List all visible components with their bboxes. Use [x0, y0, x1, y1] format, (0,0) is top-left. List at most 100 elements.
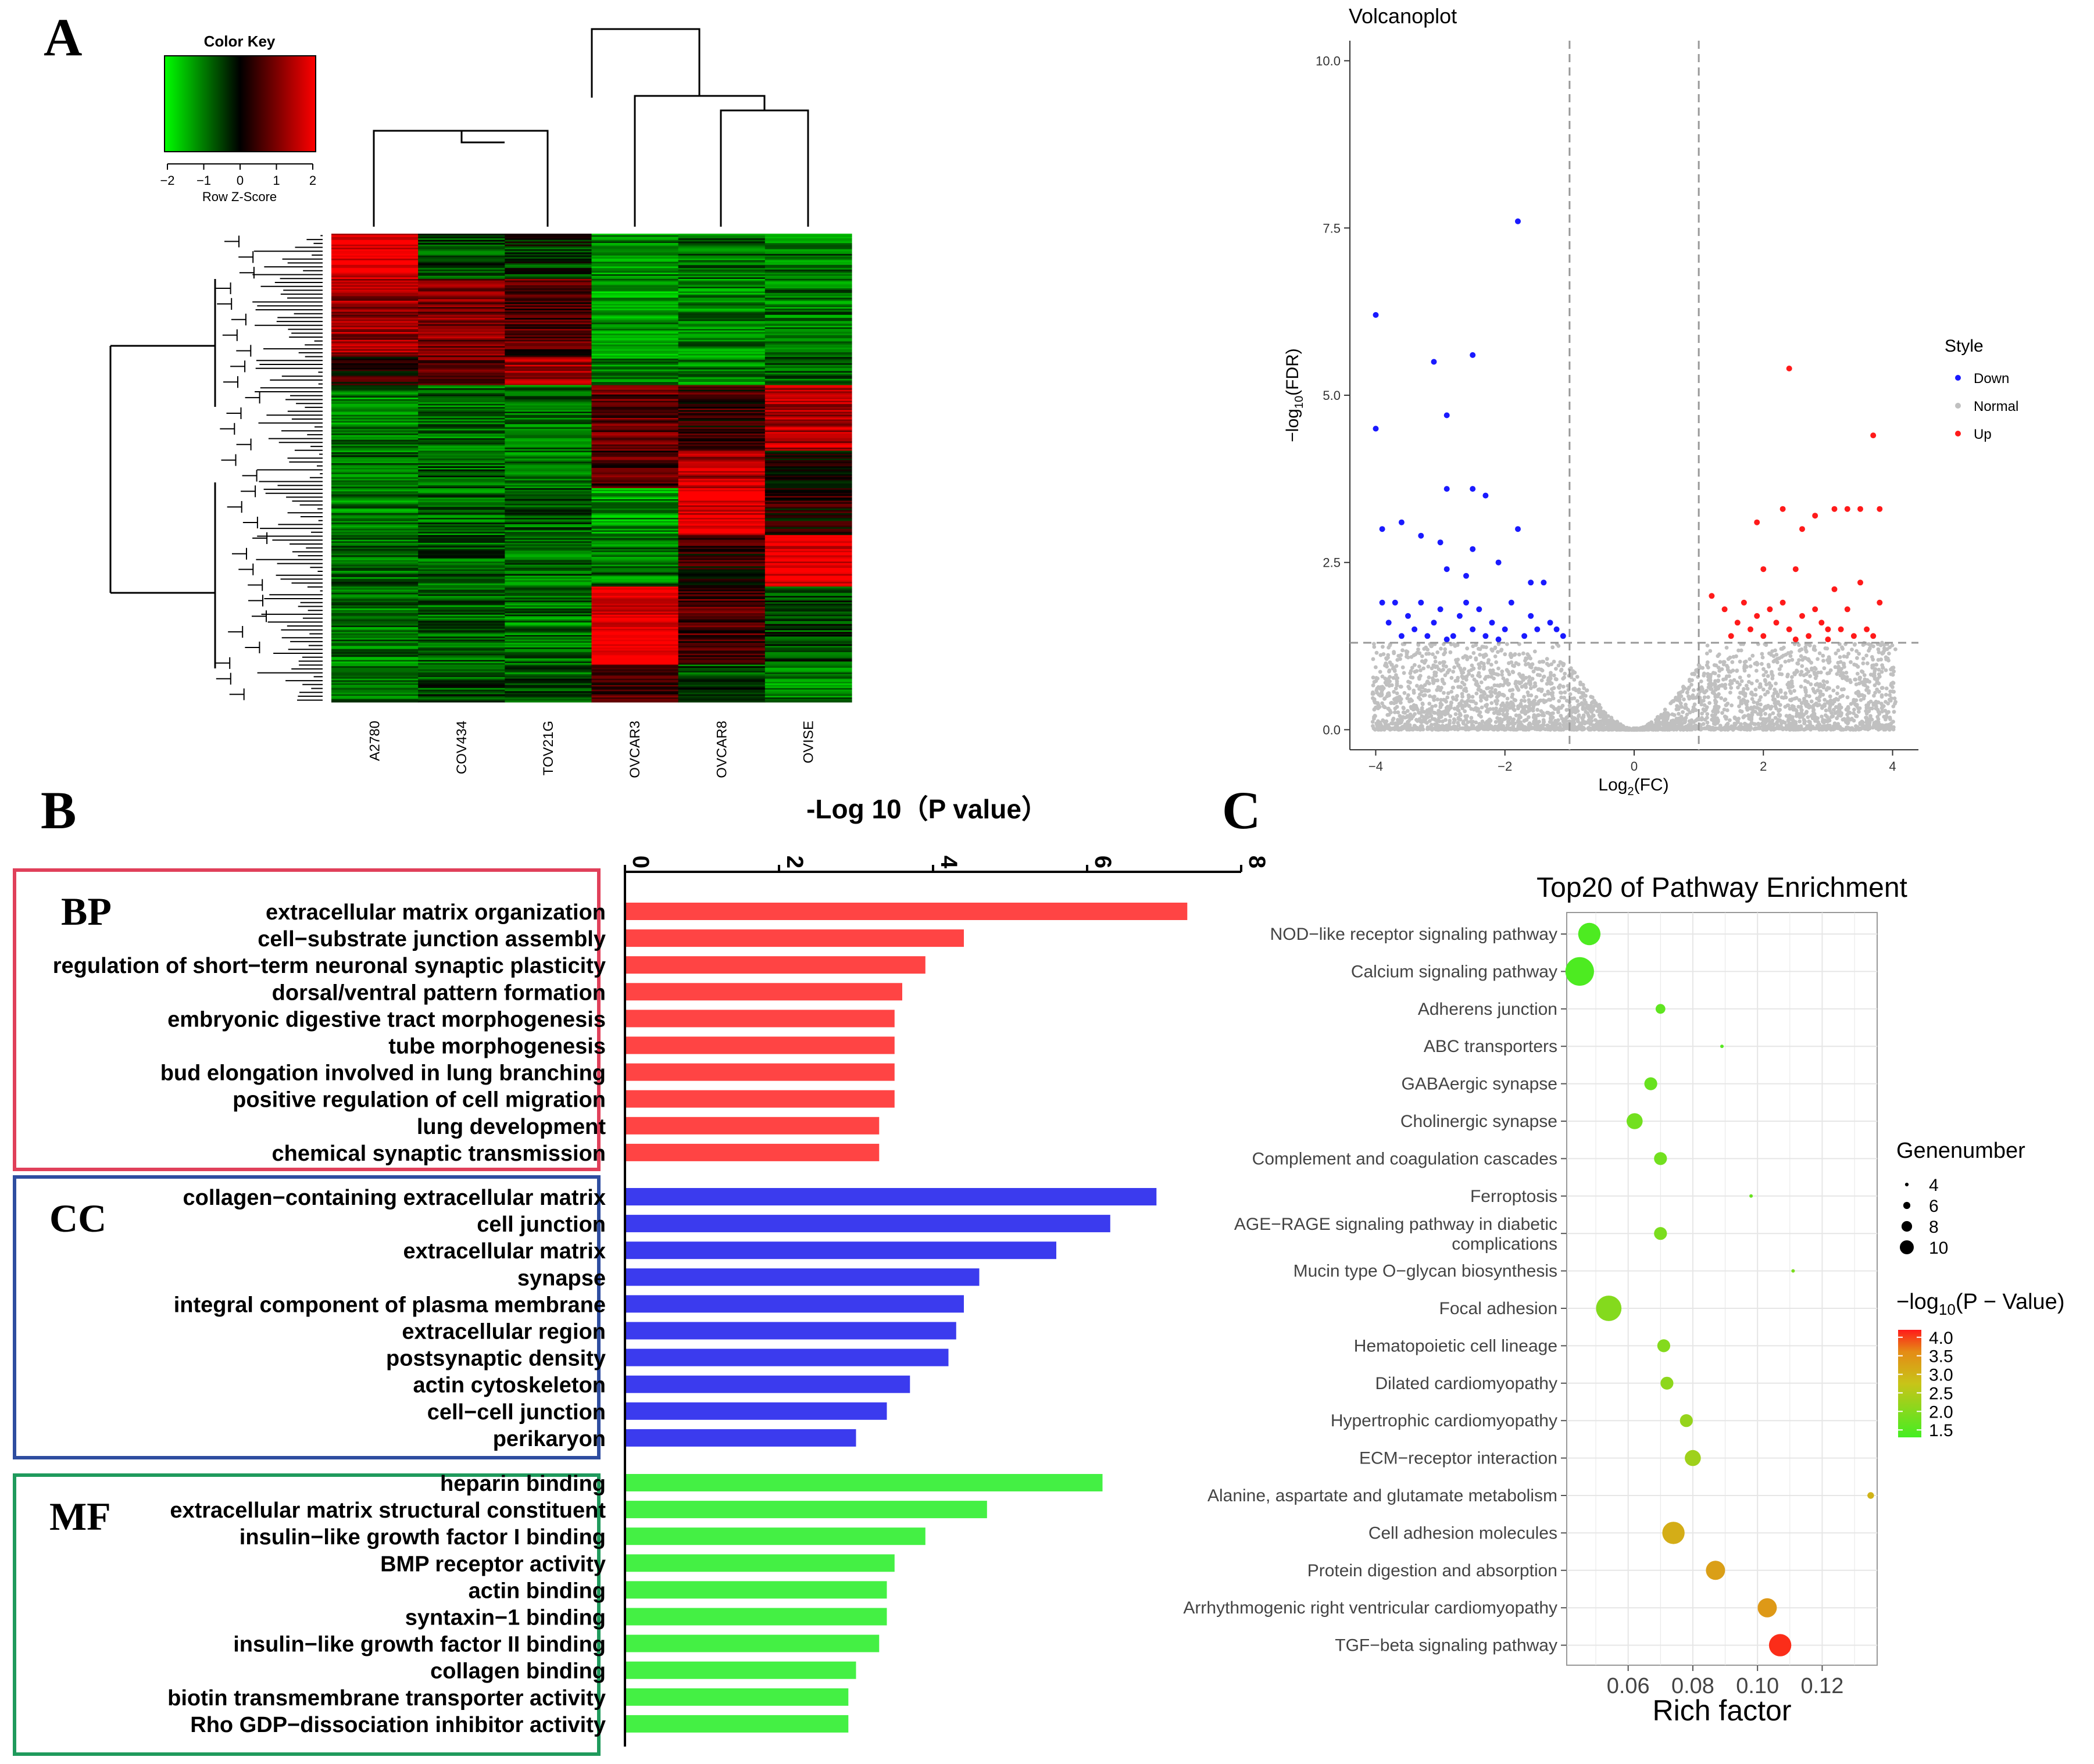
- volcano-normal-point: [1392, 697, 1396, 702]
- heatmap-cell: [505, 469, 592, 471]
- heatmap-cell: [764, 400, 852, 403]
- heatmap-cell: [764, 353, 852, 356]
- heatmap-cell: [418, 557, 505, 559]
- heatmap-cell: [505, 403, 592, 406]
- volcano-normal-point: [1561, 685, 1566, 689]
- heatmap-cell: [678, 535, 766, 537]
- heatmap-cell: [331, 402, 419, 405]
- heatmap-cell: [764, 692, 852, 695]
- volcano-normal-point: [1786, 717, 1791, 721]
- heatmap-cell: [505, 385, 592, 387]
- heatmap-cell: [505, 508, 592, 511]
- heatmap-cell: [418, 680, 505, 682]
- volcano-normal-point: [1384, 662, 1389, 667]
- heatmap-cell: [764, 305, 852, 307]
- heatmap-cell: [678, 436, 766, 439]
- heatmap-cell: [591, 548, 679, 550]
- heatmap-cell: [505, 235, 592, 237]
- heatmap-cell: [764, 343, 852, 345]
- volcano-normal-point: [1702, 695, 1707, 699]
- heatmap-cell: [331, 413, 419, 416]
- volcano-normal-point: [1405, 654, 1409, 659]
- volcano-normal-point: [1821, 720, 1825, 724]
- volcano-normal-point: [1418, 711, 1423, 715]
- volcano-normal-point: [1386, 707, 1391, 711]
- volcano-normal-point: [1743, 659, 1748, 664]
- heatmap-cell: [591, 439, 679, 442]
- heatmap-cell: [591, 410, 679, 412]
- heatmap-cell: [418, 671, 505, 673]
- heatmap-cell: [418, 327, 505, 330]
- volcano-normal-point: [1398, 657, 1402, 661]
- volcano-normal-point: [1875, 715, 1880, 719]
- volcano-normal-point: [1452, 706, 1457, 711]
- heatmap-cell: [418, 257, 505, 259]
- heatmap-cell: [418, 483, 505, 486]
- heatmap-cell: [331, 592, 419, 595]
- heatmap-cell: [591, 234, 679, 236]
- heatmap-cell: [418, 413, 505, 416]
- heatmap-cell: [418, 697, 505, 700]
- heatmap-cell: [591, 498, 679, 500]
- heatmap-cell: [764, 328, 852, 331]
- heatmap-cell: [418, 605, 505, 607]
- heatmap-cell: [678, 608, 766, 611]
- heatmap-cell: [418, 364, 505, 367]
- heatmap-cell: [418, 468, 505, 470]
- heatmap-cell: [418, 478, 505, 481]
- heatmap-cell: [591, 371, 679, 373]
- volcano-normal-point: [1549, 718, 1553, 722]
- heatmap-cell: [331, 625, 419, 628]
- volcano-normal-point: [1739, 679, 1744, 684]
- volcano-normal-point: [1874, 706, 1878, 711]
- heatmap-cell: [331, 257, 419, 259]
- heatmap-cell: [591, 252, 679, 255]
- heatmap-cell: [764, 293, 852, 295]
- heatmap-cell: [591, 650, 679, 653]
- volcano-normal-point: [1760, 655, 1765, 660]
- heatmap-cell: [505, 302, 592, 305]
- heatmap-cell: [764, 658, 852, 661]
- volcano-normal-point: [1813, 667, 1818, 671]
- heatmap-cell: [505, 511, 592, 514]
- heatmap-cell: [331, 563, 419, 566]
- volcano-title: Volcanoplot: [1349, 4, 1457, 28]
- heatmap-cell: [591, 500, 679, 503]
- heatmap-cell: [505, 446, 592, 448]
- heatmap-cell: [505, 566, 592, 568]
- heatmap-cell: [764, 252, 852, 255]
- heatmap-cell: [505, 494, 592, 496]
- heatmap-cell: [418, 388, 505, 391]
- volcano-normal-point: [1836, 648, 1841, 653]
- heatmap-cell: [764, 248, 852, 250]
- volcano-normal-point: [1386, 692, 1390, 696]
- volcano-normal-point: [1855, 671, 1860, 676]
- heatmap-cell: [591, 544, 679, 546]
- heatmap-cell: [678, 357, 766, 359]
- heatmap-cell: [418, 312, 505, 314]
- volcano-normal-point: [1683, 706, 1687, 710]
- volcano-normal-point: [1735, 680, 1739, 685]
- heatmap-cell: [764, 697, 852, 700]
- heatmap-cell: [331, 560, 419, 562]
- volcano-normal-point: [1701, 722, 1706, 726]
- volcano-normal-point: [1754, 668, 1759, 673]
- heatmap-cell: [331, 496, 419, 498]
- volcano-normal-point: [1759, 702, 1763, 707]
- heatmap-cell: [505, 555, 592, 557]
- heatmap-cell: [591, 255, 679, 257]
- heatmap-cell: [678, 700, 766, 703]
- heatmap-cell: [418, 600, 505, 603]
- heatmap-cell: [418, 463, 505, 466]
- heatmap-cell: [678, 524, 766, 527]
- heatmap-cell: [505, 423, 592, 425]
- heatmap-cell: [591, 360, 679, 362]
- heatmap-cell: [591, 251, 679, 253]
- heatmap-cell: [505, 464, 592, 467]
- heatmap-cell: [591, 663, 679, 665]
- heatmap-cell: [331, 298, 419, 300]
- volcano-normal-point: [1406, 679, 1410, 684]
- heatmap-cell: [591, 596, 679, 598]
- heatmap-cell: [505, 569, 592, 571]
- heatmap-cell: [591, 299, 679, 302]
